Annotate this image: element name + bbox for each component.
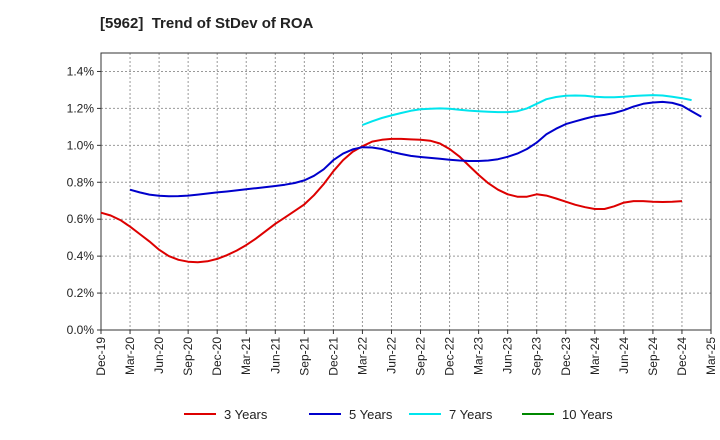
x-tick-label: Sep-20 — [181, 337, 195, 376]
y-tick-label: 0.6% — [67, 212, 95, 226]
chart-title: [5962] Trend of StDev of ROA — [100, 15, 314, 32]
x-tick-label: Mar-20 — [123, 337, 137, 375]
x-tick-label: Mar-22 — [355, 337, 369, 375]
x-tick-label: Mar-23 — [472, 337, 486, 375]
plot-frame — [100, 52, 712, 331]
x-tick-label: Jun-20 — [152, 337, 166, 374]
plot-area — [101, 53, 711, 330]
x-tick-label: Mar-21 — [239, 337, 253, 375]
y-tick-label: 1.2% — [67, 101, 95, 115]
y-tick-label: 1.0% — [67, 138, 95, 152]
series-line-5-years — [129, 100, 702, 198]
x-tick-label: Sep-23 — [530, 337, 544, 376]
series-line-7-years — [362, 94, 692, 126]
y-tick-label: 0.4% — [67, 249, 95, 263]
x-tick-label: Sep-21 — [297, 337, 311, 376]
x-tick-label: Jun-24 — [617, 337, 631, 374]
x-axis-ticks: Dec-19 Mar-20 Jun-20 Sep-20 Dec-20 Mar-21 Jun-… — [94, 330, 718, 376]
x-tick-label: Dec-21 — [326, 337, 340, 376]
x-tick-label: Dec-23 — [559, 337, 573, 376]
x-tick-label: Dec-24 — [675, 337, 689, 376]
x-tick-label: Dec-20 — [210, 337, 224, 376]
x-tick-label: Jun-22 — [384, 337, 398, 374]
y-tick-label: 0.2% — [67, 286, 95, 300]
legend-label: 3 Years — [224, 407, 268, 422]
x-tick-label: Mar-24 — [588, 337, 602, 375]
series-layer — [100, 94, 702, 264]
x-tick-label: Sep-24 — [646, 337, 660, 376]
x-tick-label: Jun-23 — [501, 337, 515, 374]
series-line-3-years — [100, 137, 683, 264]
legend-label: 7 Years — [449, 407, 493, 422]
legend-label: 5 Years — [349, 407, 393, 422]
y-tick-label: 0.0% — [67, 323, 95, 337]
y-tick-label: 0.8% — [67, 175, 95, 189]
x-tick-label: Dec-22 — [443, 337, 457, 376]
x-tick-label: Mar-25 — [704, 337, 718, 375]
x-tick-label: Dec-19 — [94, 337, 108, 376]
x-tick-label: Jun-21 — [268, 337, 282, 374]
y-tick-label: 1.4% — [67, 64, 95, 78]
legend: 3 Years 5 Years 7 Years 10 Years — [184, 407, 613, 422]
y-axis-ticks: 0.0% 0.2% 0.4% 0.6% 0.8% 1.0% 1.2% 1.4% — [67, 64, 101, 337]
legend-label: 10 Years — [562, 407, 613, 422]
x-tick-label: Sep-22 — [414, 337, 428, 376]
grid-layer — [101, 53, 711, 330]
